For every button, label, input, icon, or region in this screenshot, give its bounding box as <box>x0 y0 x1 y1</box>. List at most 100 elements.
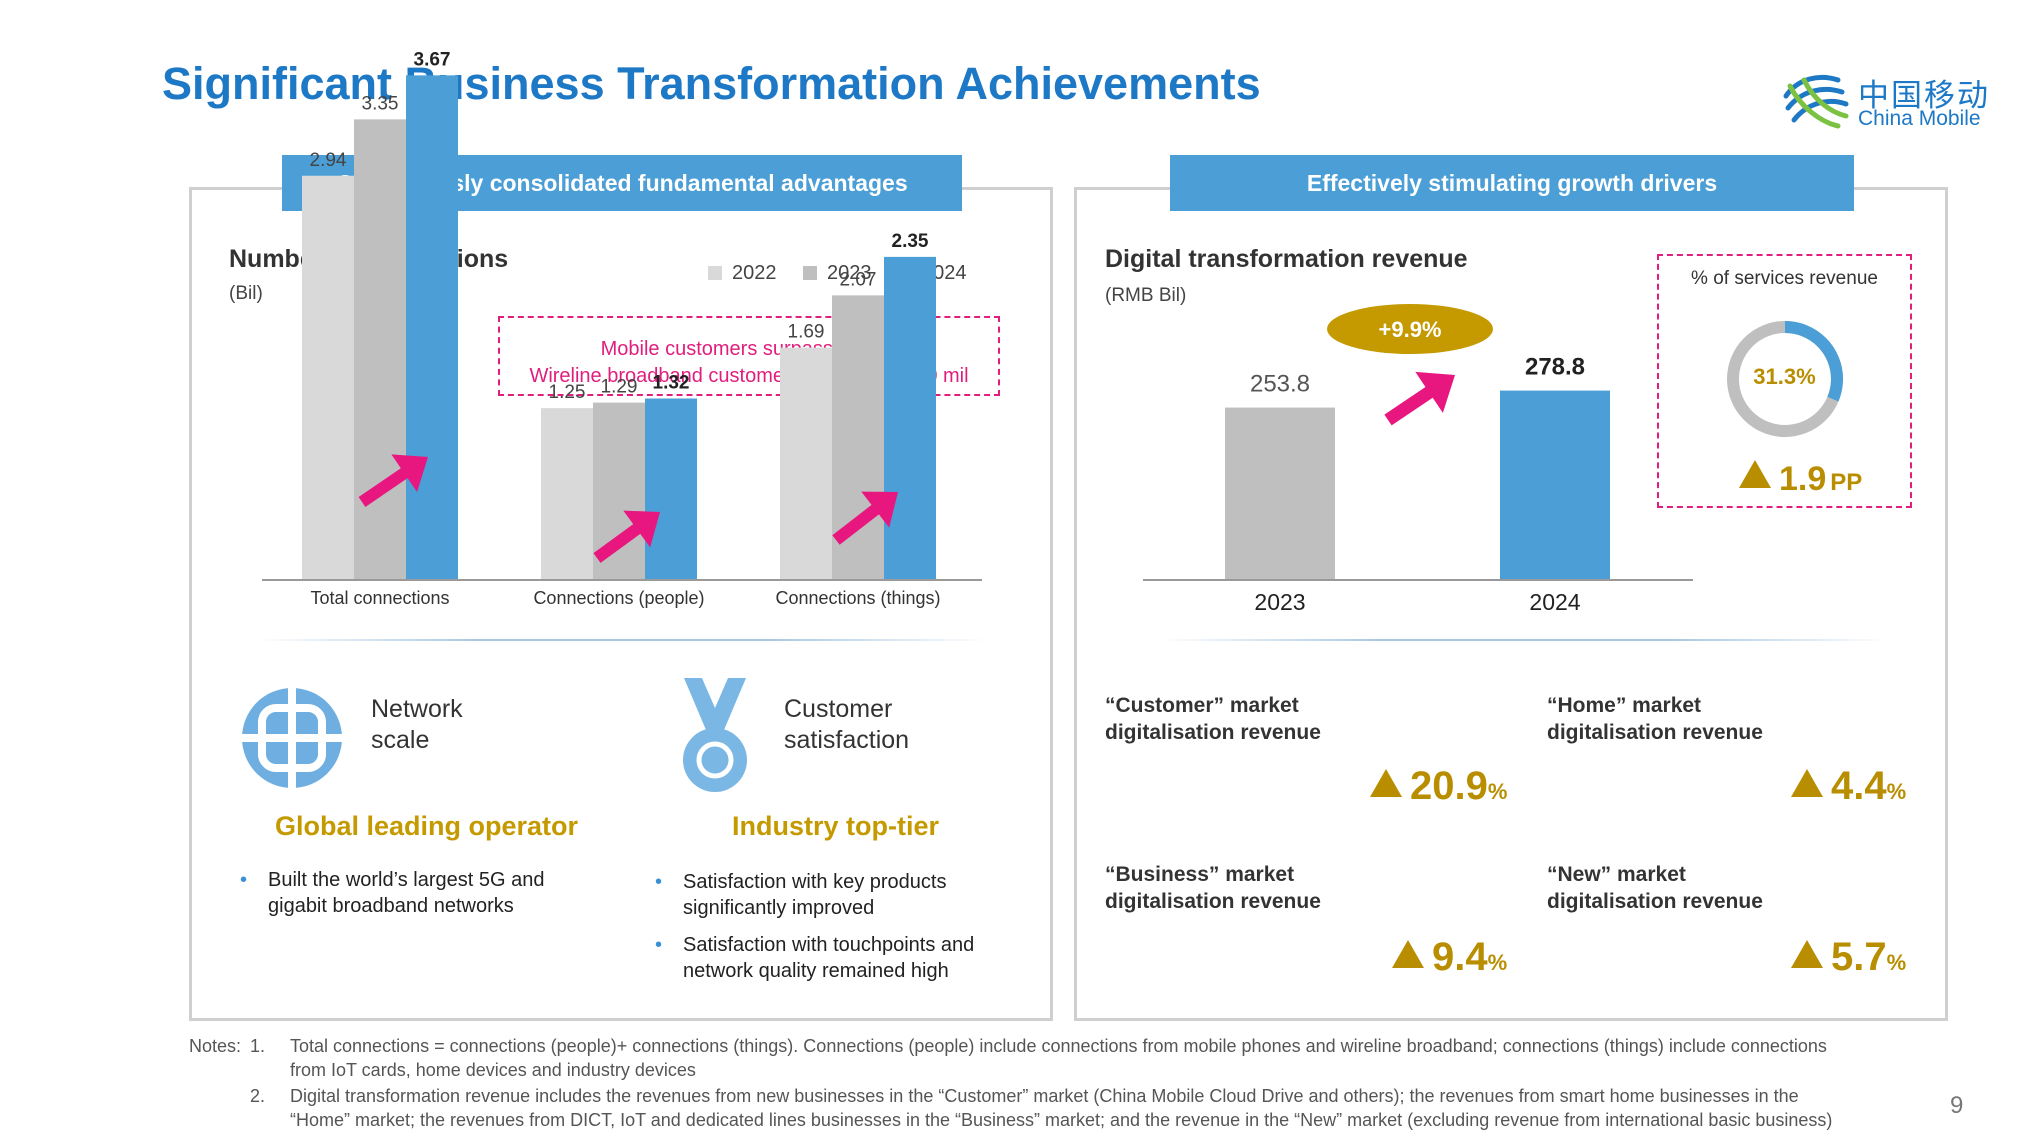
label-line: digitalisation revenue <box>1547 721 1763 744</box>
title-line: scale <box>371 726 430 754</box>
delta-unit: PP <box>1830 469 1863 496</box>
connections-category-label: Connections (things) <box>775 588 940 608</box>
segment-customer-label: “Customer” market digitalisation revenue <box>1105 692 1321 746</box>
note-1-number: 1. <box>250 1036 266 1056</box>
connections-value-label: 1.69 <box>788 322 825 343</box>
legend-2023: 2023 <box>803 262 872 285</box>
bullet-line: Satisfaction with touchpoints and <box>683 934 975 956</box>
legend-label: 2023 <box>827 262 872 284</box>
connections-category-label: Connections (people) <box>533 588 704 608</box>
growth-unit: % <box>1886 779 1907 804</box>
logo-text-en: China Mobile <box>1858 107 1981 130</box>
note-2-number: 2. <box>250 1086 266 1106</box>
segment-home-label: “Home” market digitalisation revenue <box>1547 692 1763 746</box>
revenue-category-label: 2024 <box>1529 589 1580 615</box>
growth-unit: % <box>1487 779 1508 804</box>
connections-value-label: 2.94 <box>310 150 347 171</box>
connections-chart: 2.94 3.35 3.67 Total connections 1.25 1.29 1.3… <box>262 49 982 608</box>
china-mobile-logo-icon <box>1783 74 1849 129</box>
segment-business-label: “Business” market digitalisation revenue <box>1105 861 1321 915</box>
connections-bar <box>406 75 458 580</box>
delta-number: 1.9 <box>1779 460 1827 498</box>
growth-number: 20.9 <box>1410 764 1488 808</box>
connections-bar <box>541 408 593 580</box>
growth-unit: % <box>1886 950 1907 975</box>
connections-chart-unit: (Bil) <box>229 283 263 304</box>
logo-text-cn: 中国移动 <box>1858 78 1990 113</box>
bullet-line: Built the world’s largest 5G and <box>268 869 545 891</box>
bullet-dot: • <box>655 934 663 956</box>
legend-label: 2022 <box>732 262 777 284</box>
connections-value-label: 2.07 <box>840 269 877 290</box>
label-line: digitalisation revenue <box>1105 890 1321 913</box>
growth-arrow-icon <box>832 491 898 545</box>
title-line: Network <box>371 695 463 723</box>
note-line: from IoT cards, home devices and industr… <box>290 1060 696 1080</box>
connections-value-label: 3.67 <box>414 49 451 70</box>
medal-icon <box>683 678 747 792</box>
revenue-category-label: 2023 <box>1254 589 1305 615</box>
growth-number: 5.7 <box>1831 935 1887 979</box>
segment-new-label: “New” market digitalisation revenue <box>1547 861 1763 915</box>
services-revenue-share-box: % of services revenue 31.3% 1.9 PP <box>1657 254 1912 508</box>
connections-bar <box>302 175 354 580</box>
connections-bar <box>354 119 406 580</box>
growth-arrow-icon <box>1384 371 1455 426</box>
connections-bar <box>780 347 832 580</box>
segment-new-growth: 5.7% <box>1791 935 1906 980</box>
bullet-line: gigabit broadband networks <box>268 895 514 917</box>
revenue-value-label: 253.8 <box>1250 371 1310 398</box>
connections-value-label: 1.32 <box>653 373 690 394</box>
divider <box>1160 639 1890 641</box>
label-line: “Customer” market <box>1105 694 1299 717</box>
connections-bar <box>884 256 936 580</box>
note-2: Digital transformation revenue includes … <box>290 1084 1930 1132</box>
title-line: Customer <box>784 695 893 723</box>
bullet-dot: • <box>240 869 248 891</box>
up-triangle-icon <box>1739 460 1771 488</box>
satisfaction-headline: Industry top-tier <box>732 811 939 841</box>
label-line: digitalisation revenue <box>1547 890 1763 913</box>
up-triangle-icon <box>1791 769 1823 797</box>
revenue-value-label: 278.8 <box>1525 354 1585 381</box>
legend-swatch <box>708 266 722 280</box>
page-number: 9 <box>1950 1092 1964 1119</box>
share-label: % of services revenue <box>1691 268 1878 289</box>
segment-home-growth: 4.4% <box>1791 764 1906 809</box>
label-line: “New” market <box>1547 863 1686 886</box>
note-line: Total connections = connections (people)… <box>290 1036 1827 1056</box>
notes-label: Notes: <box>189 1036 242 1056</box>
share-donut <box>1727 321 1843 437</box>
revenue-bar <box>1225 407 1335 580</box>
label-line: digitalisation revenue <box>1105 721 1321 744</box>
donut-arc <box>1727 321 1843 437</box>
connections-bar <box>645 398 697 580</box>
connections-value-label: 2.35 <box>892 231 929 252</box>
growth-number: 4.4 <box>1831 764 1887 808</box>
growth-badge <box>1327 304 1493 354</box>
note-1: Total connections = connections (people)… <box>290 1034 1930 1082</box>
label-line: “Business” market <box>1105 863 1295 886</box>
connections-category-label: Total connections <box>310 588 449 608</box>
revenue-chart: 253.8 2023 278.8 2024 +9.9% <box>1143 304 1693 615</box>
satisfaction-bullet: • Satisfaction with touchpoints and netw… <box>655 932 1023 984</box>
satisfaction-bullet: • Satisfaction with key products signifi… <box>655 869 1023 921</box>
segment-customer-growth: 20.9% <box>1370 764 1507 809</box>
network-scale-title: Network scale <box>371 694 463 756</box>
segment-business-growth: 9.4% <box>1392 935 1507 980</box>
bullet-line: significantly improved <box>683 897 875 919</box>
note-line: Digital transformation revenue includes … <box>290 1086 1799 1106</box>
bullet-dot: • <box>655 871 663 893</box>
network-globe-icon <box>242 688 342 788</box>
growth-badge-label: +9.9% <box>1379 317 1442 342</box>
connections-value-label: 1.25 <box>549 382 586 403</box>
growth-number: 9.4 <box>1432 935 1488 979</box>
revenue-chart-title: Digital transformation revenue <box>1105 245 1468 273</box>
network-bullet: • Built the world’s largest 5G and gigab… <box>240 867 598 919</box>
revenue-bar <box>1500 390 1610 580</box>
legend-2022: 2022 <box>708 262 777 285</box>
share-delta: 1.9 PP <box>1739 460 1862 499</box>
growth-unit: % <box>1487 950 1508 975</box>
page-title: Significant Business Transformation Achi… <box>162 58 1261 109</box>
legend-swatch <box>803 266 817 280</box>
